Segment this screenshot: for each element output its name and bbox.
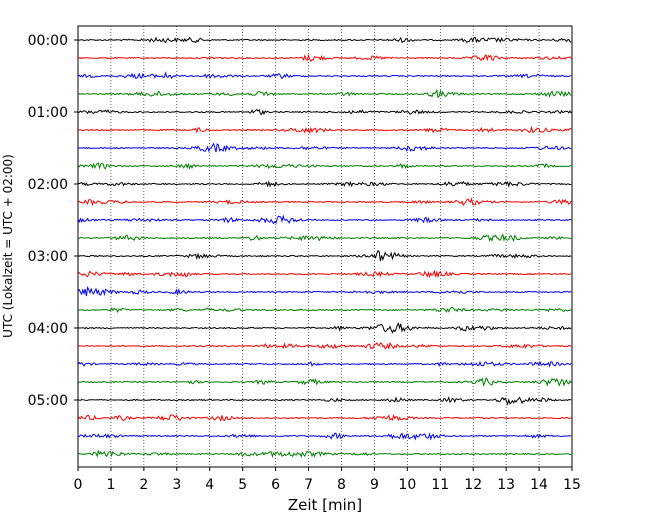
trace-16 — [77, 322, 572, 334]
x-tick-label-8: 8 — [337, 477, 346, 493]
trace-17 — [77, 341, 572, 350]
trace-13 — [77, 269, 572, 279]
trace-9 — [77, 197, 572, 207]
trace-14 — [77, 285, 572, 297]
y-tick-label-5: 05:00 — [28, 393, 68, 409]
trace-11 — [77, 233, 572, 243]
trace-21 — [77, 414, 572, 423]
y-tick-label-3: 03:00 — [28, 249, 68, 265]
trace-18 — [77, 360, 572, 368]
x-tick-label-5: 5 — [238, 477, 247, 493]
x-tick-label-7: 7 — [304, 477, 313, 493]
trace-22 — [77, 432, 572, 441]
trace-8 — [77, 180, 572, 189]
x-axis-label: Zeit [min] — [288, 496, 362, 514]
trace-19 — [77, 377, 572, 387]
x-tick-label-2: 2 — [139, 477, 148, 493]
x-tick-label-14: 14 — [530, 477, 548, 493]
trace-12 — [77, 249, 572, 262]
y-tick-label-2: 02:00 — [28, 177, 68, 193]
x-tick-label-13: 13 — [497, 477, 515, 493]
trace-1 — [77, 53, 572, 62]
x-tick-label-11: 11 — [431, 477, 449, 493]
trace-23 — [77, 449, 572, 459]
x-axis-ticks: 0 1 2 3 4 5 6 7 8 9 10 11 12 13 14 15 — [74, 467, 581, 493]
y-tick-label-0: 00:00 — [28, 33, 68, 49]
x-tick-label-0: 0 — [74, 477, 83, 493]
x-tick-label-6: 6 — [271, 477, 280, 493]
y-tick-label-4: 04:00 — [28, 321, 68, 337]
y-axis-ticks: 00:00 01:00 02:00 03:00 04:00 05:00 — [28, 33, 78, 409]
x-tick-label-15: 15 — [563, 477, 581, 493]
x-tick-label-10: 10 — [398, 477, 416, 493]
seismic-traces — [77, 36, 572, 459]
trace-5 — [77, 125, 572, 135]
trace-4 — [77, 108, 572, 116]
trace-20 — [77, 396, 572, 406]
x-tick-label-12: 12 — [464, 477, 482, 493]
trace-0 — [77, 36, 572, 44]
trace-6 — [77, 142, 572, 153]
x-tick-label-4: 4 — [205, 477, 214, 493]
y-tick-label-1: 01:00 — [28, 105, 68, 121]
x-tick-label-9: 9 — [370, 477, 379, 493]
plot-frame — [77, 25, 573, 468]
y-axis-label: UTC (Lokalzeit = UTC + 02:00) — [1, 154, 15, 338]
trace-10 — [77, 214, 572, 225]
trace-7 — [77, 162, 572, 170]
x-tick-label-1: 1 — [106, 477, 115, 493]
trace-2 — [77, 71, 572, 80]
trace-3 — [77, 88, 572, 99]
trace-15 — [77, 306, 572, 314]
x-tick-label-3: 3 — [172, 477, 181, 493]
